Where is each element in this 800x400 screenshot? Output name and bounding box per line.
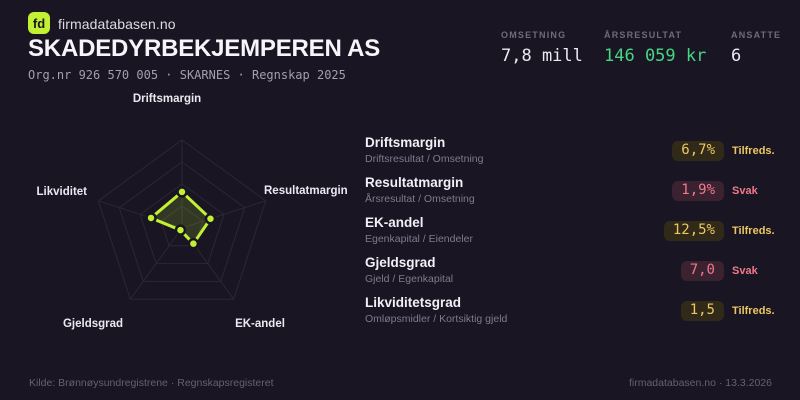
metric-formula: Gjeld / Egenkapital bbox=[365, 273, 454, 285]
stat-label: ÅRSRESULTAT bbox=[604, 30, 683, 40]
radar-axis-label-driftsmargin: Driftsmargin bbox=[132, 93, 202, 105]
stat-label: OMSETNING bbox=[501, 30, 567, 40]
metric-formula: Omløpsmidler / Kortsiktig gjeld bbox=[365, 313, 508, 325]
metric-status: Svak bbox=[732, 264, 758, 277]
radar-axis-label-likviditet: Likviditet bbox=[36, 186, 87, 198]
footer-source: Kilde: Brønnøysundregistrene · Regnskaps… bbox=[29, 377, 274, 389]
metric-value-badge: 6,7% bbox=[672, 140, 724, 161]
stat-omsetning: OMSETNING 7,8 mill bbox=[501, 30, 583, 66]
metric-formula: Årsresultat / Omsetning bbox=[365, 193, 475, 205]
metric-value-badge: 7,0 bbox=[680, 260, 724, 281]
brand-logo-text: fd bbox=[32, 15, 46, 31]
stat-value: 146 059 kr bbox=[604, 46, 707, 66]
metric-status: Tilfreds. bbox=[732, 304, 775, 317]
company-name: SKADEDYRBEKJEMPEREN AS bbox=[28, 35, 381, 62]
metric-row-likviditetsgrad: Likviditetsgrad Omløpsmidler / Kortsikti… bbox=[365, 295, 777, 326]
stat-arsresultat: ÅRSRESULTAT 146 059 kr bbox=[604, 30, 706, 66]
stat-value: 7,8 mill bbox=[501, 46, 583, 66]
stat-ansatte: ANSATTE 6 bbox=[731, 30, 781, 66]
metric-row-gjeldsgrad: Gjeldsgrad Gjeld / Egenkapital 7,0 Svak bbox=[365, 255, 777, 286]
metric-title: Driftsmargin bbox=[365, 135, 446, 150]
metric-formula: Egenkapital / Eiendeler bbox=[365, 233, 473, 245]
metric-row-resultatmargin: Resultatmargin Årsresultat / Omsetning 1… bbox=[365, 175, 777, 206]
metric-row-driftsmargin: Driftsmargin Driftsresultat / Omsetning … bbox=[365, 135, 777, 166]
brand-logo[interactable]: fd bbox=[28, 12, 50, 34]
stat-label: ANSATTE bbox=[731, 30, 782, 40]
metric-list: Driftsmargin Driftsresultat / Omsetning … bbox=[365, 135, 777, 326]
metric-status: Tilfreds. bbox=[732, 224, 775, 237]
metric-status: Svak bbox=[732, 184, 758, 197]
footer-site[interactable]: firmadatabasen.no · 13.3.2026 bbox=[628, 377, 772, 389]
metric-value-badge: 12,5% bbox=[663, 220, 724, 241]
radar-axis-label-ek-andel: EK-andel bbox=[235, 318, 285, 330]
metric-value-badge: 1,9% bbox=[672, 180, 724, 201]
metric-title: Likviditetsgrad bbox=[365, 295, 462, 310]
metric-formula: Driftsresultat / Omsetning bbox=[365, 153, 484, 165]
metric-title: Gjeldsgrad bbox=[365, 255, 436, 270]
metric-row-ek-andel: EK-andel Egenkapital / Eiendeler 12,5% T… bbox=[365, 215, 777, 246]
brand-name[interactable]: firmadatabasen.no bbox=[58, 16, 176, 32]
metric-status: Tilfreds. bbox=[732, 144, 775, 157]
metric-title: EK-andel bbox=[365, 215, 424, 230]
metric-value-badge: 1,5 bbox=[680, 300, 724, 321]
radar-axis-label-resultatmargin: Resultatmargin bbox=[264, 185, 348, 197]
org-info-line: Org.nr 926 570 005 · SKARNES · Regnskap … bbox=[28, 68, 346, 82]
radar-axis-label-gjeldsgrad: Gjeldsgrad bbox=[62, 318, 124, 330]
stat-value: 6 bbox=[731, 46, 742, 66]
metric-title: Resultatmargin bbox=[365, 175, 464, 190]
